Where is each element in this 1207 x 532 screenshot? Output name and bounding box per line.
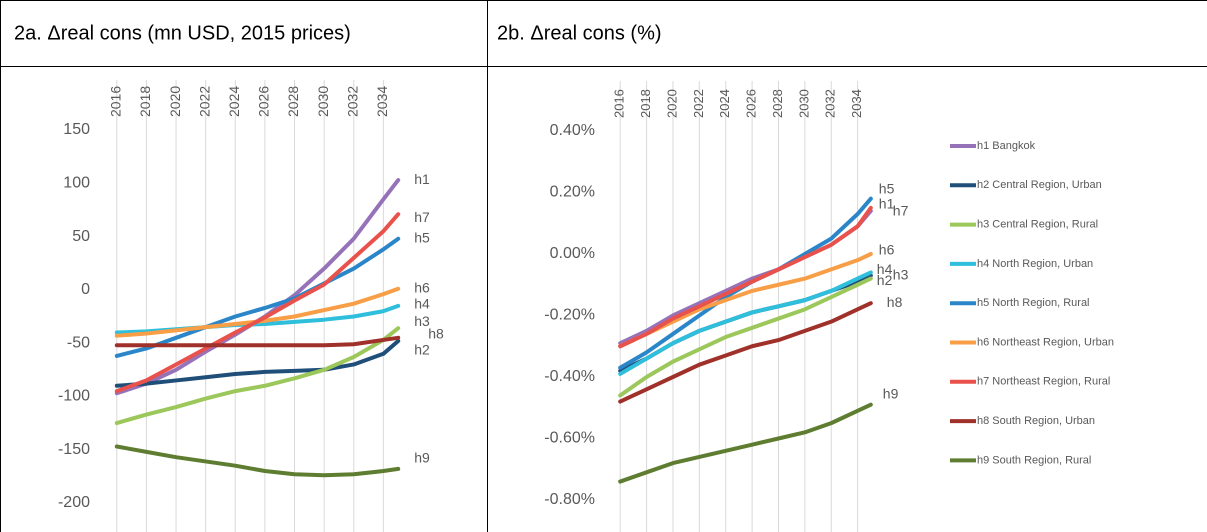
series-line [618, 205, 873, 349]
legend-label: h9 South Region, Rural [977, 454, 1091, 466]
end-label: h5 [879, 180, 895, 196]
end-label: h8 [887, 294, 903, 310]
y-tick-label: -0.40% [544, 368, 595, 385]
x-tick-label: 2022 [196, 86, 212, 117]
y-tick-label: -0.20% [544, 307, 595, 324]
legend-label: h1 Bangkok [977, 140, 1036, 152]
end-label: h4 [877, 261, 893, 277]
legend-label: h8 South Region, Urban [977, 415, 1095, 427]
x-tick-label: 2032 [344, 86, 360, 117]
end-label: h1 [414, 171, 430, 187]
chart-title: 2b. Δreal cons (%) [497, 22, 662, 44]
end-label: h4 [414, 296, 430, 312]
x-tick-label: 2018 [638, 89, 653, 118]
y-tick-label: 150 [63, 121, 90, 138]
end-label: h6 [879, 242, 895, 258]
x-tick-label: 2030 [315, 86, 331, 117]
series-line [618, 301, 873, 404]
y-tick-label: -100 [58, 388, 90, 405]
y-tick-label: 100 [63, 175, 90, 192]
x-tick-label: 2020 [167, 86, 183, 117]
end-label: h2 [414, 342, 430, 358]
x-tick-label: 2016 [108, 86, 124, 117]
y-tick-label: 50 [72, 228, 90, 245]
legend-label: h3 Central Region, Rural [977, 219, 1098, 231]
chart-title: 2a. Δreal cons (mn USD, 2015 prices) [14, 22, 351, 44]
series-line [114, 212, 401, 394]
end-label: h7 [893, 203, 909, 219]
series-line [618, 252, 873, 349]
x-tick-label: 2032 [823, 89, 838, 118]
y-tick-label: 0 [81, 281, 90, 298]
x-tick-label: 2018 [137, 86, 153, 117]
x-tick-label: 2024 [226, 86, 242, 117]
end-label: h5 [414, 229, 430, 245]
x-tick-label: 2034 [374, 86, 390, 117]
end-label: h2 [877, 272, 893, 288]
series-line [114, 444, 401, 478]
series-line [618, 402, 873, 484]
x-tick-label: 2020 [664, 89, 679, 118]
end-label: h9 [414, 450, 430, 466]
series-line [114, 335, 401, 348]
end-label: h8 [428, 326, 444, 342]
x-tick-label: 2022 [691, 89, 706, 118]
end-label: h9 [883, 385, 899, 401]
x-tick-label: 2024 [717, 89, 732, 118]
y-tick-label: -50 [67, 334, 90, 351]
y-tick-label: 0.20% [550, 184, 595, 201]
y-tick-label: -150 [58, 441, 90, 458]
x-tick-label: 2030 [796, 89, 811, 118]
legend-label: h2 Central Region, Urban [977, 179, 1102, 191]
series-line [618, 276, 873, 398]
x-tick-label: 2016 [612, 89, 627, 118]
legend-label: h5 North Region, Rural [977, 297, 1090, 309]
series-line [114, 178, 401, 396]
x-tick-label: 2026 [256, 86, 272, 117]
end-label: h3 [414, 313, 430, 329]
end-label: h6 [414, 279, 430, 295]
legend-label: h4 North Region, Urban [977, 258, 1093, 270]
end-label: h3 [893, 266, 909, 282]
series-line [114, 236, 401, 358]
end-label: h1 [879, 196, 895, 212]
legend-label: h6 Northeast Region, Urban [977, 336, 1114, 348]
series-line [618, 208, 873, 346]
legend-label: h7 Northeast Region, Rural [977, 376, 1110, 388]
series-line [114, 339, 401, 388]
series-line [618, 270, 873, 376]
x-tick-label: 2028 [285, 86, 301, 117]
x-tick-label: 2026 [744, 89, 759, 118]
y-tick-label: -0.60% [544, 430, 595, 447]
y-tick-label: 0.00% [550, 245, 595, 262]
x-tick-label: 2034 [849, 89, 864, 118]
end-label: h7 [414, 209, 430, 225]
series-line [114, 286, 401, 338]
y-tick-label: -0.80% [544, 491, 595, 508]
y-tick-label: -200 [58, 494, 90, 511]
x-tick-label: 2028 [770, 89, 785, 118]
series-line [114, 326, 401, 426]
y-tick-label: 0.40% [550, 122, 595, 139]
